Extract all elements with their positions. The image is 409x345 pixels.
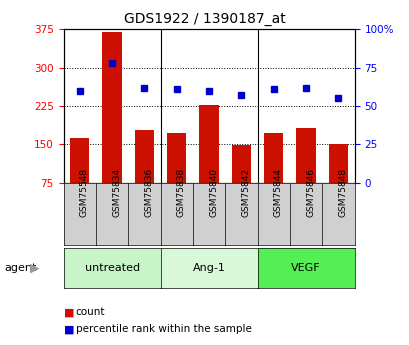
Text: GDS1922 / 1390187_at: GDS1922 / 1390187_at: [124, 12, 285, 26]
Bar: [263, 133, 283, 183]
Text: count: count: [76, 307, 105, 317]
Text: GSM75844: GSM75844: [273, 168, 282, 217]
Text: GSM75838: GSM75838: [176, 168, 185, 217]
Text: GSM75842: GSM75842: [241, 168, 250, 217]
Text: ■: ■: [63, 325, 74, 334]
Bar: [102, 32, 121, 183]
Text: percentile rank within the sample: percentile rank within the sample: [76, 325, 251, 334]
Bar: [231, 146, 251, 183]
Text: GSM75848: GSM75848: [338, 168, 347, 217]
Text: GSM75548: GSM75548: [79, 168, 88, 217]
Text: ■: ■: [63, 307, 74, 317]
Text: ▶: ▶: [30, 262, 40, 275]
Text: GSM75836: GSM75836: [144, 168, 153, 217]
Text: GSM75840: GSM75840: [209, 168, 218, 217]
Text: agent: agent: [4, 263, 36, 273]
Text: untreated: untreated: [84, 263, 139, 273]
Text: GSM75834: GSM75834: [112, 168, 121, 217]
Bar: [296, 128, 315, 183]
Text: Ang-1: Ang-1: [192, 263, 225, 273]
Bar: [199, 105, 218, 183]
Bar: [135, 130, 154, 183]
Text: VEGF: VEGF: [291, 263, 320, 273]
Bar: [70, 138, 89, 183]
Text: GSM75846: GSM75846: [306, 168, 315, 217]
Bar: [328, 145, 347, 183]
Bar: [166, 133, 186, 183]
